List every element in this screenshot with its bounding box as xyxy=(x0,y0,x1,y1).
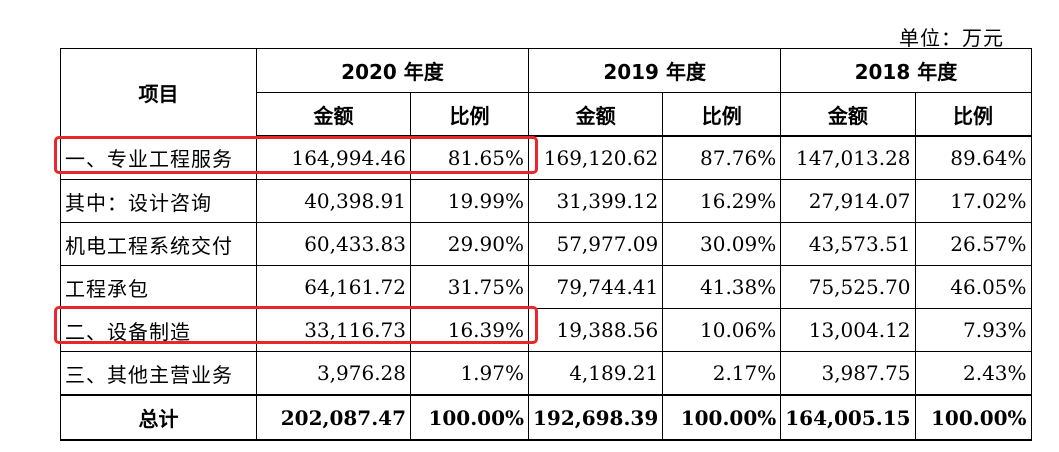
cell-amount-2020: 202,087.47 xyxy=(256,394,411,441)
cell-amount-2018: 147,013.28 xyxy=(780,135,916,180)
row-label: 总计 xyxy=(60,394,257,441)
header-ratio: 比例 xyxy=(914,92,1032,137)
cell-amount-2019: 4,189.21 xyxy=(527,351,664,396)
cell-ratio-2018: 17.02% xyxy=(914,179,1032,223)
cell-ratio-2020: 1.97% xyxy=(410,351,529,396)
header-amount: 金额 xyxy=(780,92,916,137)
cell-amount-2018: 3,987.75 xyxy=(780,351,916,396)
table-row: 一、专业工程服务 164,994.46 81.65% 169,120.62 87.76%… xyxy=(60,135,1032,180)
row-label: 一、专业工程服务 xyxy=(60,135,257,180)
unit-note: 单位：万元 xyxy=(899,26,1004,50)
cell-ratio-2018: 100.00% xyxy=(914,394,1032,441)
table-row: 机电工程系统交付 60,433.83 29.90% 57,977.09 30.09% 43… xyxy=(60,222,1032,266)
cell-amount-2018: 13,004.12 xyxy=(780,308,916,352)
cell-amount-2018: 43,573.51 xyxy=(780,222,916,266)
cell-amount-2020: 40,398.91 xyxy=(256,179,411,223)
header-year-2018: 2018 年度 xyxy=(780,48,1032,93)
header-amount: 金额 xyxy=(527,92,664,137)
cell-amount-2019: 192,698.39 xyxy=(527,394,664,441)
cell-ratio-2019: 41.38% xyxy=(662,265,782,309)
cell-ratio-2019: 87.76% xyxy=(662,135,782,180)
row-label: 工程承包 xyxy=(60,265,257,309)
row-label: 二、设备制造 xyxy=(60,308,257,352)
cell-amount-2018: 27,914.07 xyxy=(780,179,916,223)
table-row: 其中：设计咨询 40,398.91 19.99% 31,399.12 16.29% 27,… xyxy=(60,179,1032,223)
cell-amount-2018: 164,005.15 xyxy=(780,394,916,441)
table-row: 三、其他主营业务 3,976.28 1.97% 4,189.21 2.17% 3,987.… xyxy=(60,351,1032,396)
cell-ratio-2020: 100.00% xyxy=(410,394,529,441)
row-label: 三、其他主营业务 xyxy=(60,351,257,396)
cell-ratio-2020: 29.90% xyxy=(410,222,529,266)
cell-ratio-2018: 7.93% xyxy=(914,308,1032,352)
cell-amount-2019: 31,399.12 xyxy=(527,179,664,223)
cell-amount-2019: 169,120.62 xyxy=(527,135,664,180)
cell-ratio-2020: 81.65% xyxy=(410,135,529,180)
cell-amount-2020: 33,116.73 xyxy=(256,308,411,352)
header-year-2020: 2020 年度 xyxy=(256,48,529,93)
cell-amount-2019: 79,744.41 xyxy=(527,265,664,309)
cell-amount-2019: 57,977.09 xyxy=(527,222,664,266)
cell-amount-2018: 75,525.70 xyxy=(780,265,916,309)
header-ratio: 比例 xyxy=(662,92,782,137)
cell-ratio-2019: 16.29% xyxy=(662,179,782,223)
cell-ratio-2018: 26.57% xyxy=(914,222,1032,266)
revenue-table: 项目 2020 年度 2019 年度 2018 年度 金额 比例 金额 比例 金… xyxy=(60,48,1032,441)
cell-ratio-2019: 2.17% xyxy=(662,351,782,396)
header-year-2019: 2019 年度 xyxy=(527,48,782,93)
header-item: 项目 xyxy=(60,48,257,137)
cell-ratio-2020: 31.75% xyxy=(410,265,529,309)
cell-ratio-2019: 30.09% xyxy=(662,222,782,266)
table-row-total: 总计 202,087.47 100.00% 192,698.39 100.00%… xyxy=(60,394,1032,441)
cell-ratio-2020: 16.39% xyxy=(410,308,529,352)
cell-amount-2020: 64,161.72 xyxy=(256,265,411,309)
cell-ratio-2020: 19.99% xyxy=(410,179,529,223)
header-amount: 金额 xyxy=(256,92,411,137)
header-ratio: 比例 xyxy=(410,92,529,137)
cell-ratio-2019: 100.00% xyxy=(662,394,782,441)
cell-amount-2020: 60,433.83 xyxy=(256,222,411,266)
row-label: 其中：设计咨询 xyxy=(60,179,257,223)
cell-ratio-2018: 89.64% xyxy=(914,135,1032,180)
table-row: 二、设备制造 33,116.73 16.39% 19,388.56 10.06% 13,0… xyxy=(60,308,1032,352)
row-label: 机电工程系统交付 xyxy=(60,222,257,266)
cell-amount-2020: 3,976.28 xyxy=(256,351,411,396)
cell-amount-2020: 164,994.46 xyxy=(256,135,411,180)
cell-ratio-2018: 46.05% xyxy=(914,265,1032,309)
cell-ratio-2019: 10.06% xyxy=(662,308,782,352)
table-row: 工程承包 64,161.72 31.75% 79,744.41 41.38% 75,525… xyxy=(60,265,1032,309)
cell-ratio-2018: 2.43% xyxy=(914,351,1032,396)
cell-amount-2019: 19,388.56 xyxy=(527,308,664,352)
